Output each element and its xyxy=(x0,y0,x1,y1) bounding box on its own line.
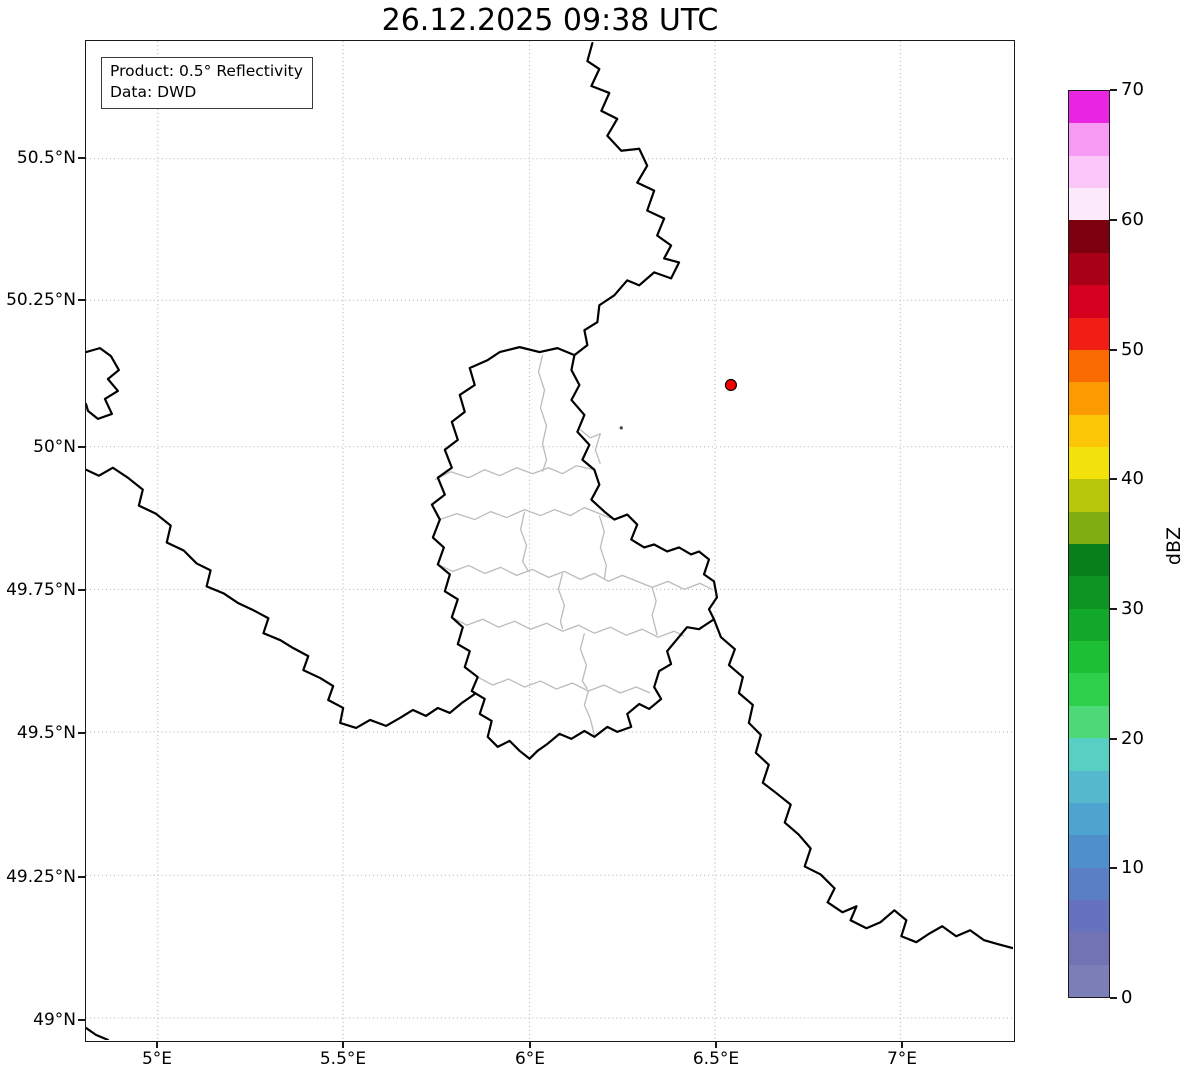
lon-tick-mark xyxy=(529,1041,531,1048)
colorbar-axis-label: dBZ xyxy=(1163,526,1185,566)
lon-tick-mark xyxy=(156,1041,158,1048)
colorbar-segment xyxy=(1069,673,1109,706)
border-corner-fragment xyxy=(86,1026,110,1040)
product-info-box: Product: 0.5° Reflectivity Data: DWD xyxy=(101,57,313,109)
colorbar-segment xyxy=(1069,641,1109,674)
colorbar-tick-label: 70 xyxy=(1121,79,1144,100)
colorbar-gradient xyxy=(1068,90,1110,998)
colorbar-segment xyxy=(1069,576,1109,609)
lon-tick-label: 6.5°E xyxy=(692,1049,740,1069)
data-source-line: Data: DWD xyxy=(110,82,197,101)
colorbar-tick-label: 0 xyxy=(1121,987,1133,1008)
colorbar-tick-mark xyxy=(1110,349,1117,351)
colorbar-tick-mark xyxy=(1110,219,1117,221)
colorbar-segment xyxy=(1069,932,1109,965)
lat-tick-label: 49.75°N xyxy=(6,580,76,600)
colorbar-segment xyxy=(1069,91,1109,124)
colorbar-segment xyxy=(1069,285,1109,318)
border-givet-salient xyxy=(86,347,120,420)
border-luxembourg xyxy=(430,346,719,760)
lat-tick-mark xyxy=(78,299,85,301)
colorbar-tick-label: 60 xyxy=(1121,209,1144,230)
colorbar-tick-label: 10 xyxy=(1121,857,1144,878)
colorbar-segment xyxy=(1069,155,1109,189)
border-belgium-germany xyxy=(573,42,681,357)
lon-tick-mark xyxy=(715,1041,717,1048)
colorbar-segment xyxy=(1069,123,1109,156)
colorbar-segment xyxy=(1069,511,1109,545)
colorbar-tick-mark xyxy=(1110,997,1117,999)
lat-tick-mark xyxy=(78,157,85,159)
colorbar-tick-mark xyxy=(1110,478,1117,480)
map-panel: Product: 0.5° Reflectivity Data: DWD xyxy=(85,40,1015,1042)
lat-tick-mark xyxy=(78,1019,85,1021)
colorbar-segment xyxy=(1069,608,1109,642)
lon-tick-label: 5°E xyxy=(141,1049,173,1069)
map-canvas xyxy=(86,41,1013,1040)
colorbar-tick-mark xyxy=(1110,608,1117,610)
colorbar-tick-label: 20 xyxy=(1121,728,1144,749)
lon-tick-mark xyxy=(342,1041,344,1048)
colorbar-segment xyxy=(1069,188,1109,221)
colorbar-tick-mark xyxy=(1110,867,1117,869)
lat-tick-mark xyxy=(78,446,85,448)
colorbar-segment xyxy=(1069,220,1109,253)
colorbar-segment xyxy=(1069,835,1109,868)
lon-tick-label: 5.5°E xyxy=(319,1049,367,1069)
lat-tick-mark xyxy=(78,732,85,734)
lon-tick-mark xyxy=(901,1041,903,1048)
product-line: Product: 0.5° Reflectivity xyxy=(110,62,303,80)
echo-dot xyxy=(619,426,623,430)
colorbar-tick-label: 40 xyxy=(1121,468,1144,489)
colorbar-tick-label: 30 xyxy=(1121,598,1144,619)
colorbar-segment xyxy=(1069,770,1109,803)
district-borders xyxy=(434,354,713,736)
colorbar-segment xyxy=(1069,479,1109,512)
colorbar-segment xyxy=(1069,349,1109,383)
border-france-germany xyxy=(712,618,1013,950)
colorbar-segment xyxy=(1069,446,1109,480)
lat-tick-label: 50.5°N xyxy=(16,148,76,168)
figure-title: 26.12.2025 09:38 UTC xyxy=(381,3,719,38)
lon-tick-label: 6°E xyxy=(514,1049,546,1069)
colorbar-tick-mark xyxy=(1110,89,1117,91)
border-belgium-france xyxy=(86,466,476,729)
colorbar-segment xyxy=(1069,867,1109,900)
national-borders xyxy=(86,42,1013,1040)
colorbar-segment xyxy=(1069,544,1109,577)
lat-tick-mark xyxy=(78,589,85,591)
graticule xyxy=(86,41,1013,1040)
lon-tick-label: 7°E xyxy=(886,1049,918,1069)
radar-site-marker xyxy=(724,378,737,392)
colorbar-tick-label: 50 xyxy=(1121,339,1144,360)
colorbar-segment xyxy=(1069,705,1109,739)
lat-tick-label: 49.25°N xyxy=(6,867,76,887)
colorbar-segment xyxy=(1069,964,1109,998)
colorbar-segment xyxy=(1069,899,1109,933)
lat-tick-label: 49°N xyxy=(33,1010,76,1030)
lat-tick-label: 50°N xyxy=(33,437,76,457)
colorbar-segment xyxy=(1069,414,1109,447)
colorbar-tick-mark xyxy=(1110,738,1117,740)
colorbar-segment xyxy=(1069,317,1109,350)
lat-tick-label: 50.25°N xyxy=(6,290,76,310)
lat-tick-mark xyxy=(78,876,85,878)
colorbar-segment xyxy=(1069,738,1109,771)
colorbar-segment xyxy=(1069,252,1109,286)
colorbar-segment xyxy=(1069,802,1109,836)
colorbar-segment xyxy=(1069,382,1109,415)
lat-tick-label: 49.5°N xyxy=(16,723,76,743)
